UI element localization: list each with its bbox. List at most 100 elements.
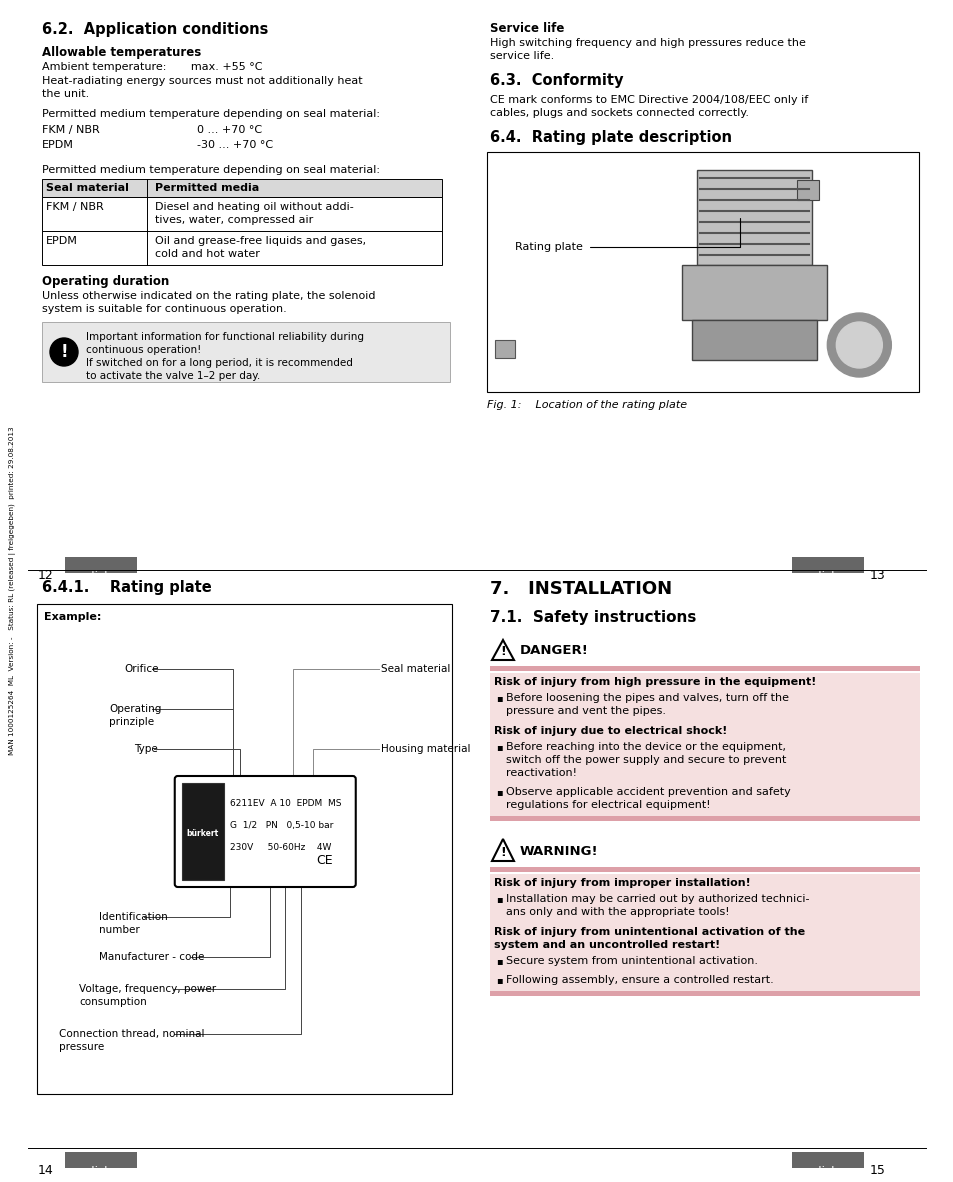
Text: Identification: Identification [99,913,168,922]
Bar [490,873,919,991]
Text: Installation may be carried out by authorized technici-: Installation may be carried out by autho… [505,894,809,904]
Text: Rating plate: Rating plate [515,242,582,252]
Text: switch off the power supply and secure to prevent: switch off the power supply and secure t… [505,755,785,765]
Text: cold and hot water: cold and hot water [154,249,259,259]
Text: 230V     50-60Hz    4W: 230V 50-60Hz 4W [230,843,331,852]
Text: Important information for functional reliability during: Important information for functional rel… [86,332,364,342]
Text: Operating: Operating [109,704,161,714]
Text: High switching frequency and high pressures reduce the: High switching frequency and high pressu… [490,38,805,48]
Text: service life.: service life. [490,51,554,61]
Text: FKM / NBR: FKM / NBR [42,125,100,135]
Bar [490,991,919,996]
Text: -30 ... +70 °C: -30 ... +70 °C [196,139,273,150]
Text: ▪: ▪ [496,894,502,904]
Text: tives, water, compressed air: tives, water, compressed air [154,215,313,225]
Text: 12: 12 [38,569,53,582]
Bar [42,322,450,382]
Text: CE mark conforms to EMC Directive 2004/108/EEC only if: CE mark conforms to EMC Directive 2004/1… [490,95,807,105]
Text: english: english [795,1165,838,1178]
Bar [42,197,441,230]
Text: If switched on for a long period, it is recommended: If switched on for a long period, it is … [86,358,353,368]
Bar [490,673,919,816]
Text: pressure and vent the pipes.: pressure and vent the pipes. [505,706,665,716]
Text: ▪: ▪ [496,787,502,797]
Text: 6.3.  Conformity: 6.3. Conformity [490,73,623,87]
Text: 15: 15 [869,1164,885,1177]
Text: 13: 13 [869,569,884,582]
Text: Service life: Service life [490,22,564,35]
Bar [495,340,515,358]
Text: 6211EV  A 10  EPDM  MS: 6211EV A 10 EPDM MS [230,799,341,808]
Text: Manufacturer - code: Manufacturer - code [99,952,204,962]
Text: Ambient temperature:       max. +55 °C: Ambient temperature: max. +55 °C [42,61,262,72]
Text: Before reaching into the device or the equipment,: Before reaching into the device or the e… [505,742,785,752]
Bar [486,152,918,392]
Text: Oil and grease-free liquids and gases,: Oil and grease-free liquids and gases, [154,236,366,246]
Text: !: ! [60,343,68,361]
Text: Risk of injury from improper installation!: Risk of injury from improper installatio… [494,878,750,888]
Text: Observe applicable accident prevention and safety: Observe applicable accident prevention a… [505,787,790,797]
Text: regulations for electrical equipment!: regulations for electrical equipment! [505,800,710,810]
Text: 14: 14 [38,1164,53,1177]
Text: reactivation!: reactivation! [505,768,577,778]
Text: the unit.: the unit. [42,89,90,99]
Circle shape [50,338,78,366]
Text: MAN 1000125264  ML  Version: -   Status: RL (released | freigegeben)  printed: 2: MAN 1000125264 ML Version: - Status: RL … [10,427,16,755]
Bar [490,816,919,821]
Text: Risk of injury due to electrical shock!: Risk of injury due to electrical shock! [494,726,726,736]
Bar [697,170,812,265]
Bar [42,178,441,197]
Text: Unless otherwise indicated on the rating plate, the solenoid: Unless otherwise indicated on the rating… [42,291,375,301]
Text: Connection thread, nominal: Connection thread, nominal [59,1030,204,1039]
Text: ▪: ▪ [496,742,502,752]
Text: Type: Type [133,743,157,754]
Text: FKM / NBR: FKM / NBR [46,202,104,212]
Text: Risk of injury from high pressure in the equipment!: Risk of injury from high pressure in the… [494,677,816,687]
Text: ▪: ▪ [496,956,502,966]
Bar [681,265,826,320]
Bar [791,557,863,573]
Text: pressure: pressure [59,1043,104,1052]
Text: Before loosening the pipes and valves, turn off the: Before loosening the pipes and valves, t… [505,693,788,703]
Text: english: english [795,571,838,584]
Bar [182,782,224,881]
Bar [65,557,137,573]
Text: 6.4.  Rating plate description: 6.4. Rating plate description [490,130,731,145]
Text: EPDM: EPDM [42,139,73,150]
Bar [791,1152,863,1168]
Text: 7.1.  Safety instructions: 7.1. Safety instructions [490,610,696,625]
FancyBboxPatch shape [174,777,355,886]
Text: G  1/2   PN   0,5-10 bar: G 1/2 PN 0,5-10 bar [230,821,333,830]
Text: prinziple: prinziple [109,717,154,727]
Text: CE: CE [316,855,333,868]
Text: !: ! [499,846,505,859]
Text: Allowable temperatures: Allowable temperatures [42,46,201,59]
Text: to activate the valve 1–2 per day.: to activate the valve 1–2 per day. [86,371,260,381]
Bar [490,868,919,872]
Text: Risk of injury from unintentional activation of the: Risk of injury from unintentional activa… [494,927,804,937]
Text: Fig. 1:    Location of the rating plate: Fig. 1: Location of the rating plate [486,400,686,410]
Text: WARNING!: WARNING! [519,845,598,858]
Text: continuous operation!: continuous operation! [86,345,201,355]
Text: 6.2.  Application conditions: 6.2. Application conditions [42,22,268,37]
Bar [692,320,817,361]
Text: ▪: ▪ [496,693,502,703]
Text: Following assembly, ensure a controlled restart.: Following assembly, ensure a controlled … [505,975,773,985]
Text: Orifice: Orifice [124,664,158,674]
Text: Permitted medium temperature depending on seal material:: Permitted medium temperature depending o… [42,109,379,119]
Text: ans only and with the appropriate tools!: ans only and with the appropriate tools! [505,907,729,917]
Text: Example:: Example: [44,612,101,622]
Circle shape [826,313,890,377]
Text: cables, plugs and sockets connected correctly.: cables, plugs and sockets connected corr… [490,108,748,118]
Bar [65,1152,137,1168]
Text: system and an uncontrolled restart!: system and an uncontrolled restart! [494,940,720,950]
Text: DANGER!: DANGER! [519,644,588,657]
Text: EPDM: EPDM [46,236,78,246]
Bar [797,180,819,200]
Text: Secure system from unintentional activation.: Secure system from unintentional activat… [505,956,758,966]
Bar [42,230,441,265]
Text: Seal material: Seal material [46,183,129,193]
Text: Seal material: Seal material [380,664,450,674]
Text: ▪: ▪ [496,975,502,985]
Text: Heat-radiating energy sources must not additionally heat: Heat-radiating energy sources must not a… [42,76,362,86]
